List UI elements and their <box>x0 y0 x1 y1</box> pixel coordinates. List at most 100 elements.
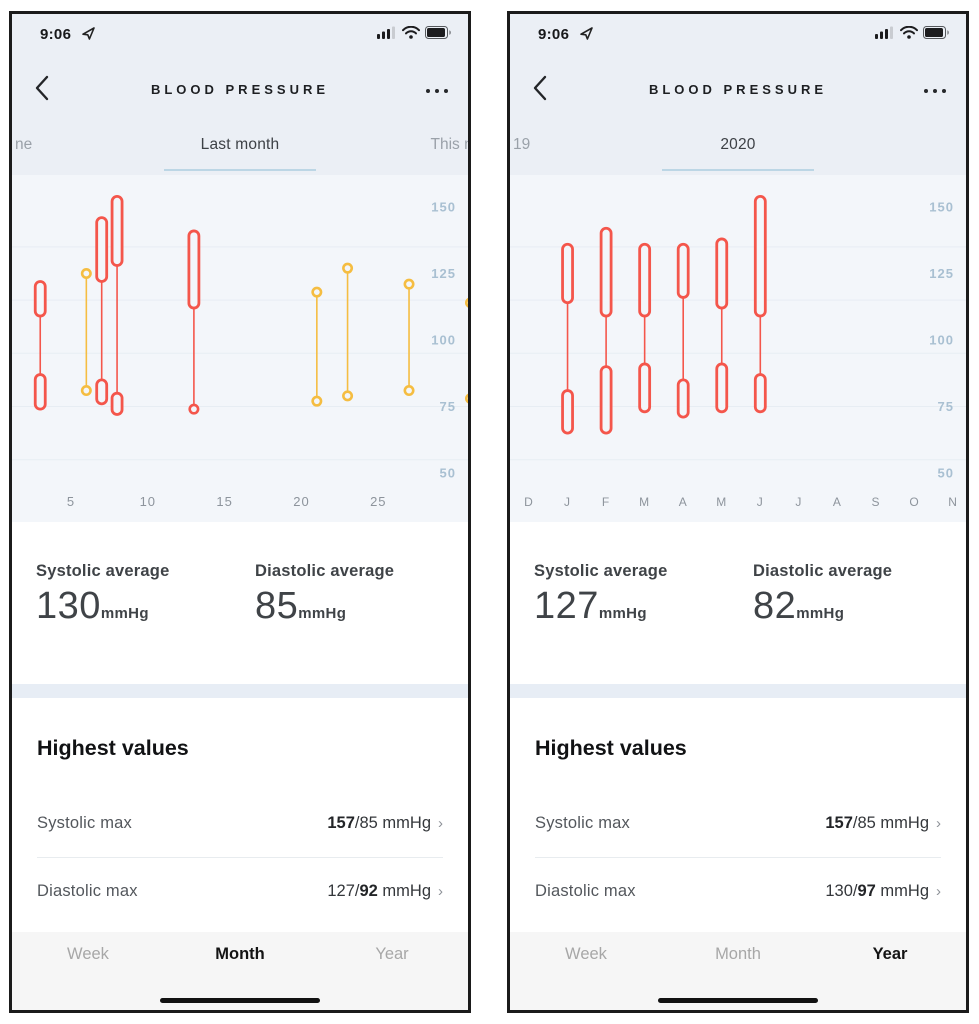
tab-week[interactable]: Week <box>565 945 607 963</box>
svg-text:150: 150 <box>431 200 456 215</box>
svg-text:125: 125 <box>431 266 456 281</box>
blood-pressure-chart[interactable]: 150 125 100 75 50 5 10 15 20 25 <box>12 175 468 522</box>
chevron-right-icon: › <box>936 815 941 832</box>
averages-card: Systolic average 130mmHg Diastolic avera… <box>12 522 468 684</box>
diastolic-average-unit: mmHg <box>796 605 845 622</box>
tab-month[interactable]: Month <box>715 945 761 963</box>
more-options-icon <box>444 89 448 93</box>
diastolic-max-row[interactable]: Diastolic max 127/92 mmHg › <box>37 881 443 905</box>
systolic-max-label: Systolic max <box>37 814 133 832</box>
diastolic-max-value: 127/92 mmHg › <box>327 882 443 900</box>
battery-icon <box>923 26 950 44</box>
section-separator <box>12 684 468 698</box>
selected-tab-underline <box>662 169 814 171</box>
svg-text:J: J <box>795 495 802 509</box>
row-divider <box>37 857 443 858</box>
highest-values-card: Highest values Systolic max 157/85 mmHg ›… <box>510 698 966 932</box>
svg-text:15: 15 <box>216 494 232 509</box>
more-options-icon <box>924 89 928 93</box>
selected-tab-underline <box>164 169 316 171</box>
systolic-average-unit: mmHg <box>100 605 149 622</box>
systolic-average-value: 130mmHg <box>36 585 149 627</box>
period-tab-previous[interactable]: ne <box>15 136 33 153</box>
phone-screenshot-year: 9:06 <box>507 11 969 1013</box>
back-button[interactable] <box>34 74 64 106</box>
systolic-max-row[interactable]: Systolic max 157/85 mmHg › <box>37 813 443 837</box>
period-tab-selected[interactable]: 2020 <box>720 136 756 153</box>
back-button[interactable] <box>532 74 562 106</box>
systolic-average-label: Systolic average <box>36 562 170 580</box>
navigation-header: BLOOD PRESSURE <box>510 56 966 125</box>
wifi-icon <box>900 25 918 44</box>
diastolic-max-row[interactable]: Diastolic max 130/97 mmHg › <box>535 881 941 905</box>
period-tab-next[interactable]: This m <box>430 136 469 153</box>
wifi-icon <box>402 25 420 44</box>
period-selector: 19 2020 <box>510 125 966 175</box>
period-selector: ne Last month This m <box>12 125 468 175</box>
page-title: BLOOD PRESSURE <box>150 82 330 97</box>
diastolic-average-label: Diastolic average <box>753 562 893 580</box>
svg-text:A: A <box>833 495 842 509</box>
period-tab-previous[interactable]: 19 <box>513 136 531 153</box>
systolic-max-label: Systolic max <box>535 814 631 832</box>
systolic-max-value: 157/85 mmHg › <box>825 814 941 832</box>
page-title: BLOOD PRESSURE <box>648 82 828 97</box>
clock-text: 9:06 <box>538 26 570 43</box>
svg-text:N: N <box>948 495 958 509</box>
bp-range-chart-svg[interactable]: 150 125 100 75 50 D J F M A M J J A S O N <box>510 175 966 522</box>
more-options-button[interactable] <box>408 80 448 102</box>
diastolic-max-value: 130/97 mmHg › <box>825 882 941 900</box>
blood-pressure-chart[interactable]: 150 125 100 75 50 D J F M A M J J A S O N <box>510 175 966 522</box>
diastolic-average-block: Diastolic average 85mmHg <box>255 562 394 628</box>
svg-text:10: 10 <box>140 494 156 509</box>
systolic-average-unit: mmHg <box>598 605 647 622</box>
highest-values-title: Highest values <box>535 736 687 760</box>
svg-text:100: 100 <box>929 333 954 348</box>
navigation-header: BLOOD PRESSURE <box>12 56 468 125</box>
diastolic-max-label: Diastolic max <box>37 882 138 900</box>
averages-card: Systolic average 127mmHg Diastolic avera… <box>510 522 966 684</box>
more-options-icon <box>942 89 946 93</box>
svg-text:F: F <box>602 495 610 509</box>
svg-text:75: 75 <box>440 399 456 414</box>
status-bar: 9:06 <box>510 14 966 56</box>
systolic-max-row[interactable]: Systolic max 157/85 mmHg › <box>535 813 941 837</box>
cellular-signal-icon <box>377 26 397 44</box>
home-indicator[interactable] <box>160 998 320 1003</box>
svg-text:25: 25 <box>370 494 386 509</box>
clock-text: 9:06 <box>40 26 72 43</box>
tab-week[interactable]: Week <box>67 945 109 963</box>
chevron-right-icon: › <box>438 883 443 900</box>
location-arrow-icon <box>82 27 95 45</box>
diastolic-average-unit: mmHg <box>298 605 347 622</box>
svg-text:D: D <box>524 495 534 509</box>
more-options-button[interactable] <box>906 80 946 102</box>
tab-month[interactable]: Month <box>215 945 265 963</box>
svg-text:150: 150 <box>929 200 954 215</box>
home-indicator[interactable] <box>658 998 818 1003</box>
svg-text:J: J <box>564 495 571 509</box>
granularity-tab-bar: Week Month Year <box>510 932 966 1010</box>
systolic-average-value: 127mmHg <box>534 585 647 627</box>
location-arrow-icon <box>580 27 593 45</box>
svg-text:50: 50 <box>938 466 954 481</box>
tab-year[interactable]: Year <box>872 945 908 963</box>
systolic-average-block: Systolic average 130mmHg <box>36 562 169 628</box>
svg-text:20: 20 <box>293 494 309 509</box>
more-options-icon <box>933 89 937 93</box>
highest-values-card: Highest values Systolic max 157/85 mmHg ›… <box>12 698 468 932</box>
app-screen: 9:06 <box>12 14 468 1010</box>
app-screen: 9:06 <box>510 14 966 1010</box>
period-tab-selected[interactable]: Last month <box>200 136 280 153</box>
svg-text:A: A <box>679 495 688 509</box>
tab-year[interactable]: Year <box>375 945 409 963</box>
section-separator <box>510 684 966 698</box>
diastolic-average-value: 82mmHg <box>753 585 845 627</box>
granularity-tab-bar: Week Month Year <box>12 932 468 1010</box>
status-bar: 9:06 <box>12 14 468 56</box>
diastolic-average-block: Diastolic average 82mmHg <box>753 562 892 628</box>
row-divider <box>535 857 941 858</box>
svg-text:S: S <box>871 495 880 509</box>
chevron-right-icon: › <box>936 883 941 900</box>
bp-range-chart-svg[interactable]: 150 125 100 75 50 5 10 15 20 25 <box>12 175 468 522</box>
